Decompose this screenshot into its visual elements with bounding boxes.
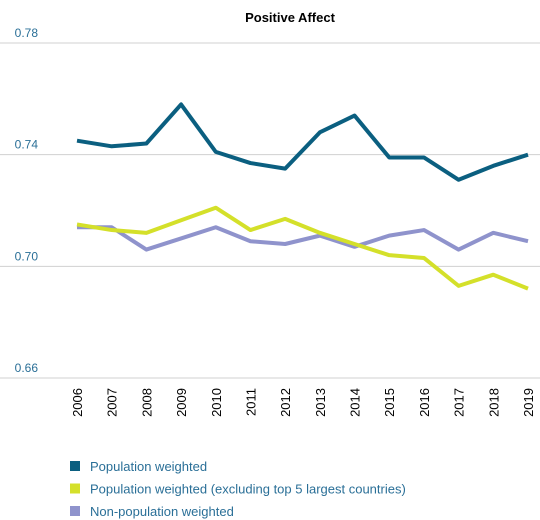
legend-swatch <box>70 506 80 516</box>
x-tick-label: 2010 <box>209 388 224 417</box>
x-tick-label: 2011 <box>243 388 258 416</box>
x-tick-label: 2014 <box>348 388 363 417</box>
y-tick-label: 0.70 <box>15 249 39 263</box>
x-tick-label: 2015 <box>382 388 397 417</box>
legend-label: Population weighted <box>90 459 207 474</box>
chart-title: Positive Affect <box>245 10 335 25</box>
x-tick-label: 2013 <box>313 388 328 417</box>
x-tick-label: 2009 <box>174 388 189 417</box>
x-tick-label: 2007 <box>105 388 120 417</box>
x-tick-label: 2012 <box>278 388 293 417</box>
x-tick-label: 2016 <box>417 388 432 417</box>
legend-label: Population weighted (excluding top 5 lar… <box>90 482 406 497</box>
y-tick-label: 0.78 <box>15 26 39 40</box>
line-series <box>77 225 529 252</box>
x-tick-label: 2008 <box>139 388 154 417</box>
x-tick-label: 2019 <box>521 388 536 417</box>
legend-swatch <box>70 483 80 494</box>
x-tick-label: 2006 <box>70 388 85 417</box>
y-tick-label: 0.74 <box>15 138 39 152</box>
y-tick-label: 0.66 <box>15 361 39 375</box>
line-series <box>76 102 529 182</box>
line-series <box>76 205 529 291</box>
x-tick-label: 2018 <box>486 388 501 417</box>
x-tick-label: 2017 <box>452 388 467 417</box>
legend-swatch <box>70 461 80 471</box>
legend-label: Non-population weighted <box>90 504 234 519</box>
